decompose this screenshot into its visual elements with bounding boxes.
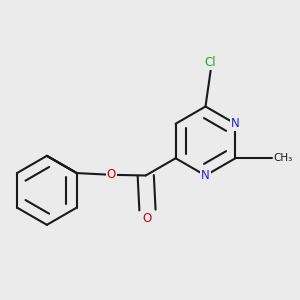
- Text: N: N: [231, 117, 240, 130]
- Text: O: O: [106, 168, 116, 181]
- Text: Cl: Cl: [205, 56, 217, 69]
- Text: O: O: [143, 212, 152, 224]
- Text: N: N: [201, 169, 210, 182]
- Text: CH₃: CH₃: [273, 153, 292, 163]
